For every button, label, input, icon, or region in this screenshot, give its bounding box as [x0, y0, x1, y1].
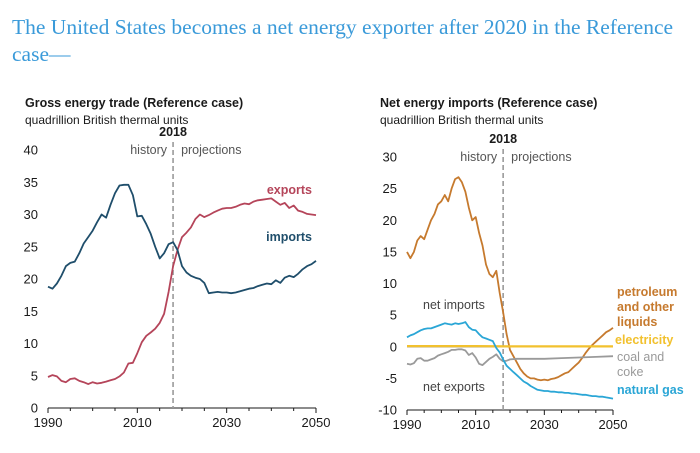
y-tick-label: -10 [378, 403, 397, 418]
y-tick-label: 25 [383, 181, 397, 196]
x-tick-label: 2010 [123, 415, 152, 430]
y-tick-label: 15 [24, 304, 38, 319]
projections-label: projections [181, 143, 241, 157]
left-chart-units: quadrillion British thermal units [25, 113, 189, 127]
y-tick-label: 40 [24, 143, 38, 158]
net-energy-imports-chart: -10 -5 0 5 10 15 20 25 30 1990 2010 2030 2050 2018 his… [378, 132, 684, 432]
left-chart-title: Gross energy trade (Reference case) [25, 96, 244, 110]
annotation-label: net exports [423, 380, 485, 394]
x-tick-label: 1990 [34, 415, 63, 430]
gross-energy-trade-chart: 0 5 10 15 20 25 30 35 40 1990 2010 2030 2050 2018 hist… [24, 125, 331, 430]
series-label-line: petroleum [617, 285, 677, 299]
series-line-exports [47, 197, 317, 386]
y-tick-label: 5 [31, 368, 38, 383]
x-tick-label: 2050 [599, 417, 628, 432]
y-tick-label: 30 [383, 150, 397, 165]
x-tick-label: 2030 [530, 417, 559, 432]
history-label: history [130, 143, 168, 157]
series-line-imports [47, 183, 317, 295]
right-chart-units: quadrillion British thermal units [380, 113, 544, 127]
series-label-line: coke [617, 365, 643, 379]
y-tick-label: 10 [383, 276, 397, 291]
y-tick-label: 0 [390, 339, 397, 354]
projections-label: projections [511, 150, 571, 164]
x-tick-label: 1990 [393, 417, 422, 432]
y-tick-label: -5 [385, 371, 397, 386]
annotation-label: net imports [423, 298, 485, 312]
y-tick-label: 5 [390, 308, 397, 323]
y-tick-label: 10 [24, 336, 38, 351]
series-line-coal-and-coke [406, 348, 614, 367]
headline: The United States becomes a net energy e… [12, 15, 674, 66]
series-label-natural-gas: natural gas [617, 383, 684, 397]
series-label-coal-and-coke: coal and coke [617, 350, 664, 379]
series-label-line: coal and [617, 350, 664, 364]
x-tick-label: 2030 [212, 415, 241, 430]
y-tick-label: 30 [24, 207, 38, 222]
x-tick-label: 2050 [302, 415, 331, 430]
series-label-line: and other [617, 300, 674, 314]
divider-year-label: 2018 [489, 132, 517, 146]
y-tick-label: 25 [24, 239, 38, 254]
y-tick-label: 15 [383, 244, 397, 259]
series-label-line: liquids [617, 315, 657, 329]
y-tick-label: 20 [24, 272, 38, 287]
right-chart-title: Net energy imports (Reference case) [380, 96, 598, 110]
y-tick-label: 0 [31, 401, 38, 416]
y-tick-label: 20 [383, 213, 397, 228]
series-label-electricity: electricity [615, 333, 673, 347]
divider-year-label: 2018 [159, 125, 187, 139]
x-tick-label: 2010 [461, 417, 490, 432]
series-label-exports: exports [267, 183, 312, 197]
series-line-natural-gas [406, 321, 614, 400]
y-tick-label: 35 [24, 175, 38, 190]
history-label: history [460, 150, 498, 164]
series-label-imports: imports [266, 230, 312, 244]
series-line-petroleum-and-other-liquids [406, 176, 614, 382]
series-label-petroleum-and-other-liquids: petroleum and other liquids [617, 285, 677, 329]
